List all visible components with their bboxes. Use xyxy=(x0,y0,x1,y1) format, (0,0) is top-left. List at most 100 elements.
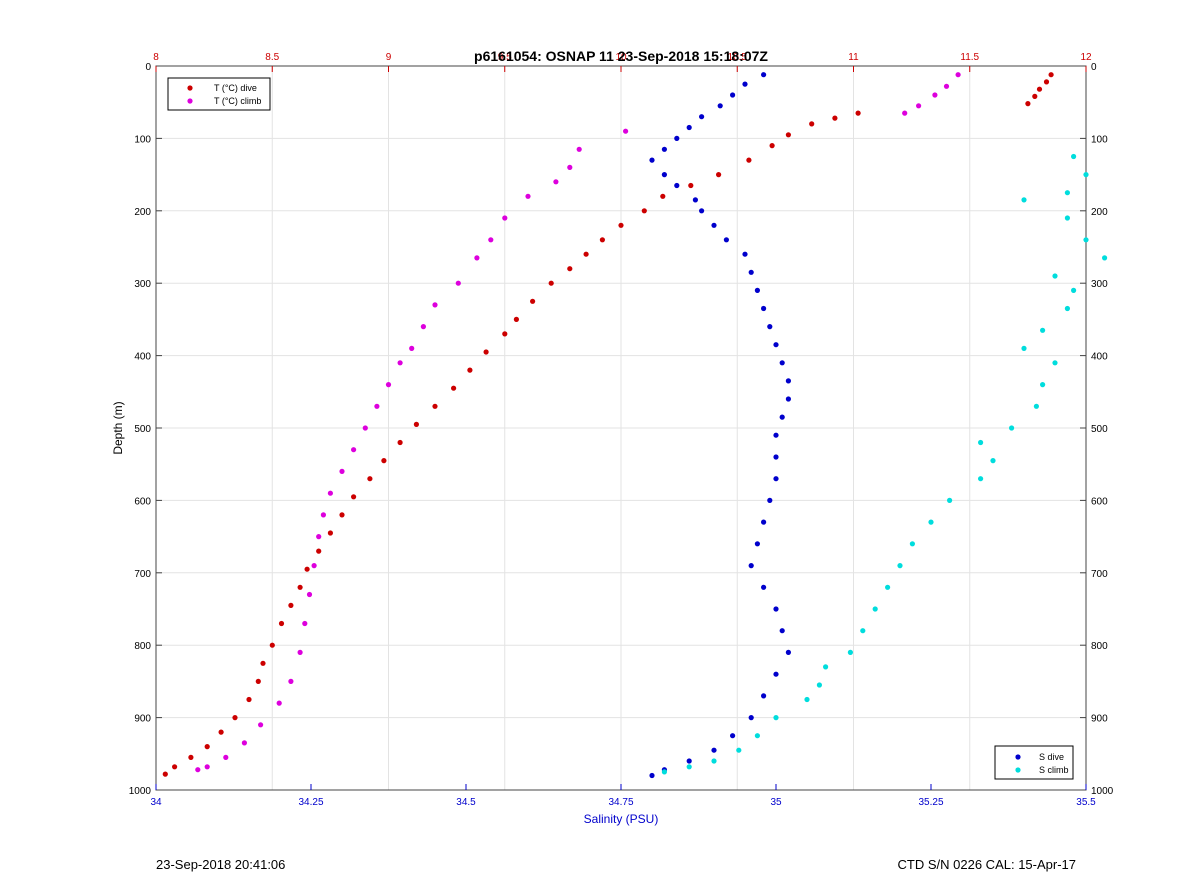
point-s-climb xyxy=(1083,237,1089,243)
y-tick-label-right: 200 xyxy=(1091,207,1108,218)
point-s-climb xyxy=(947,497,953,503)
point-s-climb xyxy=(928,519,934,525)
chart-title: p6161054: OSNAP 11 23-Sep-2018 15:18:07Z xyxy=(474,48,768,64)
point-s-dive xyxy=(686,124,692,131)
point-t-c-dive xyxy=(316,548,322,554)
point-t-c-dive xyxy=(288,602,294,609)
x-top-tick-label: 9 xyxy=(386,52,392,63)
point-t-c-climb xyxy=(474,255,480,261)
point-t-c-dive xyxy=(513,316,520,322)
point-t-c-climb xyxy=(932,92,938,98)
point-t-c-dive xyxy=(339,512,345,518)
point-s-climb xyxy=(1102,255,1108,261)
point-t-c-dive xyxy=(232,715,238,721)
point-t-c-dive xyxy=(618,222,624,228)
point-t-c-climb xyxy=(576,146,582,152)
x-bottom-tick-label: 34.75 xyxy=(608,797,633,808)
point-t-c-dive xyxy=(188,754,194,761)
y-tick-label-right: 600 xyxy=(1091,496,1108,507)
point-s-dive xyxy=(779,360,785,366)
point-s-dive xyxy=(711,747,717,753)
point-t-c-dive xyxy=(172,764,178,770)
point-s-dive xyxy=(773,606,779,612)
y-tick-label-left: 300 xyxy=(134,279,151,290)
point-s-climb xyxy=(1033,403,1039,409)
point-t-c-dive xyxy=(367,476,373,482)
point-t-c-dive xyxy=(769,143,775,149)
x-top-tick-label: 8.5 xyxy=(265,52,279,63)
y-tick-label-left: 1000 xyxy=(129,786,152,797)
point-t-c-climb xyxy=(258,722,264,728)
point-s-climb xyxy=(872,606,878,612)
point-t-c-dive xyxy=(502,331,508,337)
point-s-climb xyxy=(1040,382,1046,388)
point-t-c-climb xyxy=(339,468,345,474)
x-bottom-tick-label: 35 xyxy=(770,797,782,808)
point-t-c-dive xyxy=(809,121,815,127)
legend-marker xyxy=(187,98,193,104)
legend-entry: S dive xyxy=(1039,752,1064,762)
point-t-c-climb xyxy=(432,302,438,308)
point-s-dive xyxy=(773,454,779,460)
point-t-c-climb xyxy=(297,649,303,656)
point-s-climb xyxy=(816,682,823,688)
x-bottom-tick-label: 35.5 xyxy=(1076,797,1096,808)
y-tick-label-left: 200 xyxy=(134,207,151,218)
point-t-c-climb xyxy=(223,754,229,761)
point-s-climb xyxy=(711,758,717,764)
point-s-climb xyxy=(847,649,854,656)
point-t-c-dive xyxy=(548,280,554,286)
point-t-c-dive xyxy=(660,193,666,199)
y-tick-label-left: 800 xyxy=(134,641,151,652)
point-t-c-dive xyxy=(451,385,457,391)
point-t-c-climb xyxy=(306,591,313,598)
legend-marker xyxy=(1015,754,1021,760)
footer-timestamp: 23-Sep-2018 20:41:06 xyxy=(156,857,286,872)
point-s-climb xyxy=(978,439,984,446)
point-s-dive xyxy=(748,269,754,275)
point-t-c-climb xyxy=(623,128,629,134)
point-s-dive xyxy=(649,157,655,163)
point-s-dive xyxy=(767,497,773,503)
point-s-dive xyxy=(748,563,754,569)
point-s-climb xyxy=(686,764,692,770)
x-bottom-tick-label: 35.25 xyxy=(918,797,943,808)
point-t-c-climb xyxy=(374,403,380,409)
data-points xyxy=(162,72,1108,779)
point-s-dive xyxy=(686,758,692,764)
point-t-c-climb xyxy=(302,620,308,627)
point-s-dive xyxy=(699,208,705,214)
point-t-c-climb xyxy=(327,490,333,496)
point-s-dive xyxy=(674,135,680,141)
point-s-dive xyxy=(748,715,754,721)
point-s-dive xyxy=(661,172,668,178)
point-t-c-dive xyxy=(1036,86,1043,92)
y-tick-label-right: 400 xyxy=(1091,352,1108,363)
legend-box xyxy=(167,77,271,111)
point-t-c-dive xyxy=(716,172,722,178)
point-t-c-climb xyxy=(276,700,282,706)
point-s-climb xyxy=(804,696,810,703)
y-tick-label-right: 500 xyxy=(1091,424,1108,435)
point-s-dive xyxy=(773,671,779,677)
point-s-climb xyxy=(1052,273,1058,279)
point-t-c-dive xyxy=(327,530,333,536)
point-s-climb xyxy=(1064,215,1070,221)
point-s-climb xyxy=(1071,287,1077,293)
point-t-c-dive xyxy=(269,642,275,648)
point-s-climb xyxy=(1040,327,1046,333)
point-s-dive xyxy=(717,103,723,109)
point-t-c-dive xyxy=(260,660,266,666)
point-t-c-dive xyxy=(162,771,168,777)
point-t-c-dive xyxy=(278,620,285,627)
point-t-c-dive xyxy=(1032,93,1038,99)
legend-entry: S climb xyxy=(1039,765,1069,775)
y-tick-label-left: 600 xyxy=(134,496,151,507)
point-s-dive xyxy=(779,628,785,634)
point-t-c-dive xyxy=(1043,79,1050,85)
point-t-c-climb xyxy=(397,360,403,366)
point-t-c-climb xyxy=(525,193,531,199)
point-s-dive xyxy=(692,197,699,203)
point-t-c-dive xyxy=(255,678,261,685)
point-t-c-dive xyxy=(432,403,438,409)
